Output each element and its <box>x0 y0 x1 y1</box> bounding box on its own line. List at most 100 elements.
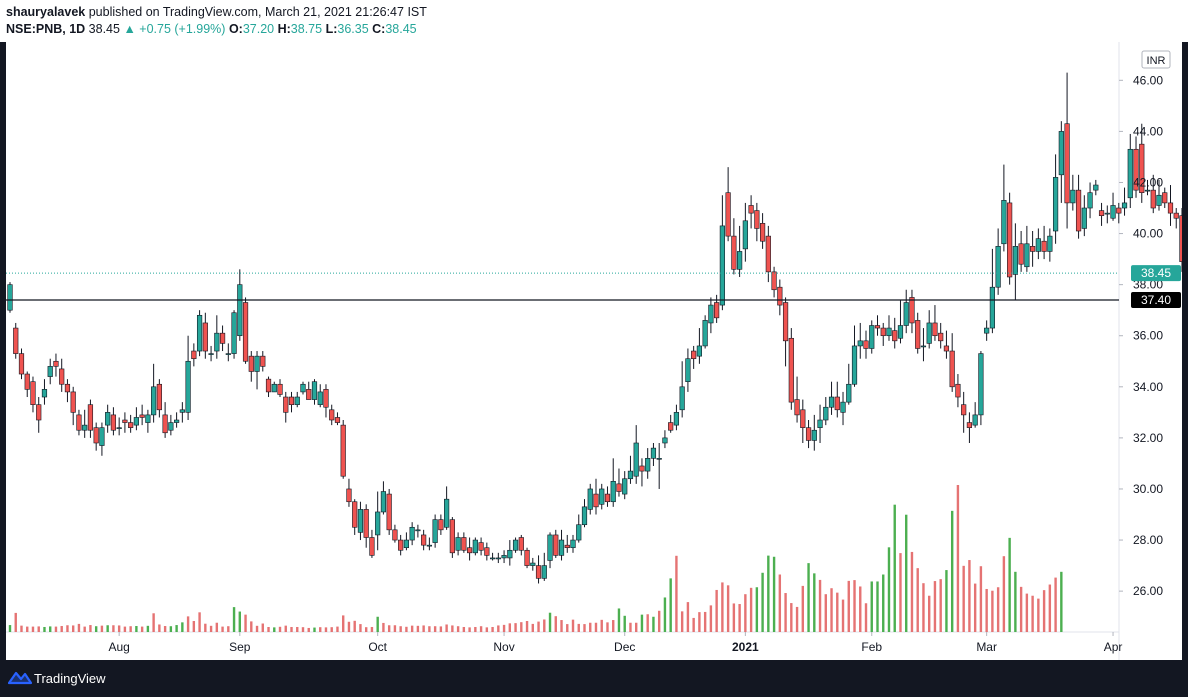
candle-body <box>133 417 139 426</box>
candle-body <box>708 304 714 324</box>
candle-body <box>507 549 513 559</box>
candle-body <box>110 414 117 431</box>
volume-bar <box>548 612 552 632</box>
volume-bar <box>761 572 764 632</box>
candle-body <box>748 205 754 214</box>
volume-bar <box>364 627 368 632</box>
volume-bar <box>169 626 173 632</box>
candle-body <box>1081 207 1087 229</box>
volume-bar <box>117 625 121 632</box>
volume-bar <box>600 619 603 632</box>
candle-body <box>403 539 410 549</box>
volume-bar <box>623 615 626 632</box>
candle-body <box>478 542 484 551</box>
candle-body <box>645 458 651 472</box>
candle-body <box>260 355 266 367</box>
footer-bar: TradingView <box>0 660 1188 697</box>
candle-body <box>1047 235 1053 252</box>
y-tick-label: 36.00 <box>1133 329 1163 343</box>
volume-bar <box>1054 577 1057 632</box>
candle-body <box>329 409 335 421</box>
last-price-badge-label: 38.45 <box>1141 266 1171 280</box>
candle-body <box>76 414 82 431</box>
candle-body <box>116 427 122 429</box>
volume-bar <box>945 570 948 632</box>
candle-body <box>145 414 151 423</box>
volume-bar <box>198 612 201 632</box>
volume-bar <box>468 627 471 632</box>
candle-body <box>288 396 295 405</box>
volume-bar <box>973 583 977 632</box>
volume-bar <box>824 594 827 632</box>
volume-bar <box>474 626 477 632</box>
volume-bar <box>319 627 322 632</box>
ohlc-line: NSE:PNB, 1D 38.45 ▲ +0.75 (+1.99%) O:37.… <box>6 22 417 36</box>
volume-bar <box>433 626 437 632</box>
x-tick-label: Dec <box>614 640 635 654</box>
volume-bar <box>830 588 833 632</box>
high-value: 38.75 <box>290 22 323 36</box>
chart-area[interactable]: 26.00 28.00 30.00 32.00 34.00 36.00 38.00 40.00… <box>6 42 1182 660</box>
candle-body <box>306 389 312 400</box>
volume-bar <box>669 578 672 632</box>
volume-bar <box>916 568 919 632</box>
volume-bar <box>790 603 793 632</box>
volume-bar <box>1002 556 1006 632</box>
tradingview-brand[interactable]: TradingView <box>34 671 106 686</box>
candle-body <box>1098 210 1105 216</box>
volume-bar <box>112 625 115 632</box>
publisher-name[interactable]: shauryalavek <box>6 5 86 19</box>
volume-bar <box>100 625 104 632</box>
candle-body <box>782 302 789 342</box>
volume-bar <box>652 616 655 632</box>
candle-body <box>219 332 226 344</box>
volume-bar <box>129 626 132 632</box>
candle-body <box>558 539 565 556</box>
candle-body <box>265 378 272 393</box>
volume-bar <box>594 622 598 632</box>
candle-body <box>1133 148 1139 191</box>
symbol-label: NSE:PNB, 1D <box>6 22 86 36</box>
currency-label: INR <box>1147 55 1166 67</box>
volume-bar <box>876 581 879 632</box>
candle-body <box>438 519 444 531</box>
close-value: 38.45 <box>385 22 417 36</box>
volume-bar <box>956 485 960 632</box>
volume-bar <box>905 514 908 632</box>
candle-body <box>191 350 197 360</box>
candle-body <box>834 396 840 411</box>
candle-body <box>915 320 921 349</box>
candle-body <box>162 414 168 434</box>
volume-bar <box>485 627 489 632</box>
volume-bar <box>859 586 862 632</box>
candle-body <box>1012 246 1018 275</box>
volume-bar <box>347 621 351 632</box>
volume-bar <box>204 623 207 632</box>
candle-body <box>242 302 249 362</box>
candlestick-chart[interactable]: 26.0028.0030.0032.0034.0036.0038.0040.00… <box>6 42 1182 660</box>
volume-bar <box>54 626 58 632</box>
volume-bar <box>554 616 557 632</box>
line-price-badge <box>1131 291 1181 308</box>
candle-body <box>277 383 283 395</box>
tradingview-logo-icon[interactable] <box>8 670 32 686</box>
volume-bar <box>353 620 356 632</box>
candle-body <box>202 322 208 352</box>
candle-body <box>1087 192 1093 209</box>
volume-bar <box>497 625 500 632</box>
candle-body <box>788 337 794 403</box>
volume-bar <box>721 582 724 632</box>
chart-header: shauryalavek published on TradingView.co… <box>0 0 1188 42</box>
candle-body <box>185 360 191 413</box>
candle-body <box>1070 189 1076 204</box>
volume-bar <box>703 611 707 632</box>
candle-body <box>926 322 932 344</box>
volume-bar <box>887 547 891 632</box>
candle-body <box>1052 177 1059 232</box>
volume-bar <box>1025 593 1029 632</box>
volume-bar <box>227 626 230 632</box>
volume-bar <box>209 625 213 632</box>
candle-body <box>156 383 162 411</box>
volume-bar <box>296 626 299 632</box>
x-tick-label: Nov <box>493 640 514 654</box>
